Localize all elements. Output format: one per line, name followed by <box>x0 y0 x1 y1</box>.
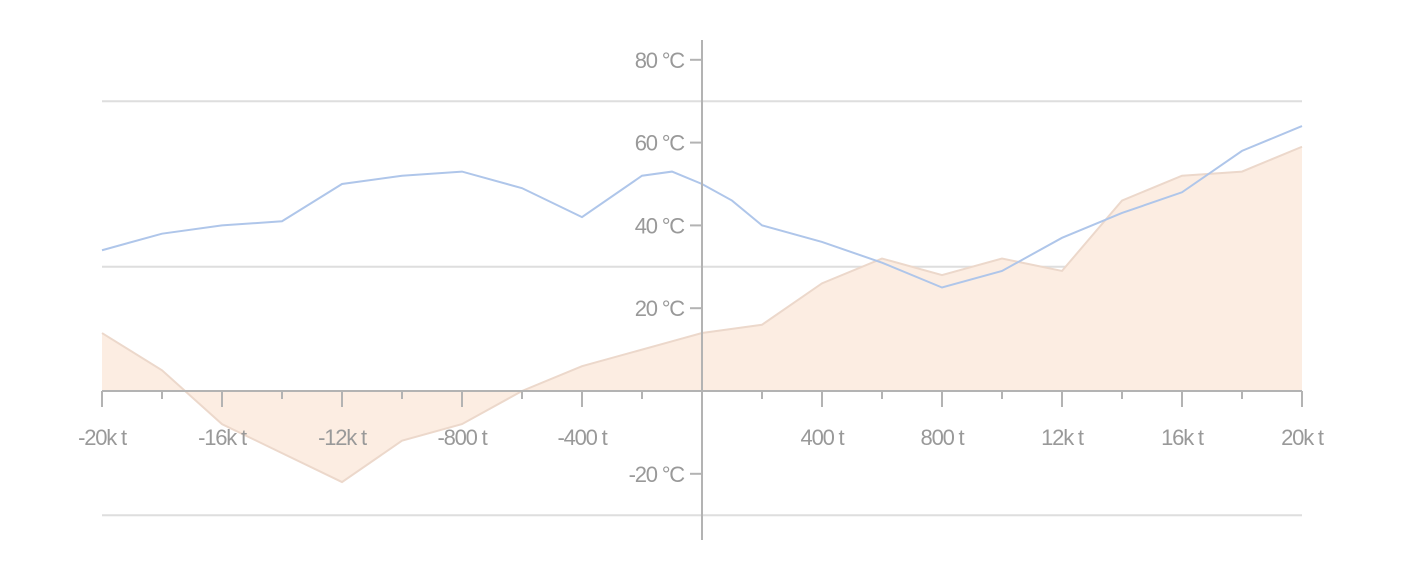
x-tick-label: 400 t <box>801 425 845 450</box>
y-tick-label: 40 °C <box>635 213 686 238</box>
x-tick-label: 12k t <box>1041 425 1084 450</box>
x-tick-label: -20k t <box>78 425 127 450</box>
axes <box>101 40 1303 540</box>
x-tick-label: -400 t <box>557 425 607 450</box>
y-tick-label: 60 °C <box>635 131 686 156</box>
y-tick-label: 80 °C <box>635 48 686 73</box>
x-tick-label: 16k t <box>1161 425 1204 450</box>
y-tick-label: -20 °C <box>629 462 686 487</box>
x-tick-label: -800 t <box>437 425 487 450</box>
x-tick-label: 20k t <box>1281 425 1324 450</box>
x-tick-label: -16k t <box>198 425 247 450</box>
x-tick-label: 800 t <box>921 425 965 450</box>
y-tick-label: 20 °C <box>635 296 686 321</box>
tick-labels: -20k t -16k t -12k t -800 t -400 t 400 t 800 t… <box>78 48 1325 487</box>
x-tick-label: -12k t <box>318 425 367 450</box>
